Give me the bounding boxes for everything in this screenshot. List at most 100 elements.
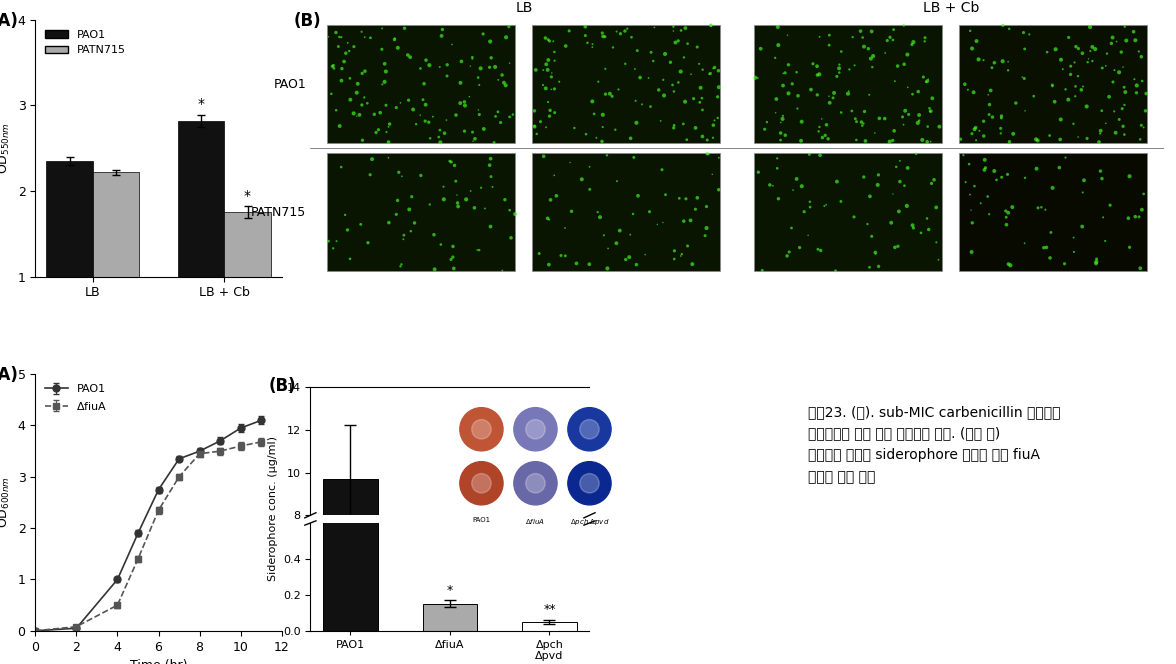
Point: [793, 181, 811, 191]
Point: [470, 110, 489, 120]
Point: [534, 151, 553, 161]
Point: [961, 25, 980, 36]
Point: [960, 159, 978, 169]
Point: [420, 199, 439, 210]
Point: [996, 206, 1015, 216]
Point: [420, 60, 439, 70]
Point: [1015, 44, 1034, 54]
Point: [463, 52, 482, 62]
Point: [898, 163, 917, 173]
Point: [900, 109, 918, 120]
Point: [915, 36, 934, 46]
Point: [800, 149, 818, 159]
Point: [536, 122, 555, 133]
Point: [541, 195, 560, 205]
Point: [862, 26, 881, 37]
Point: [1074, 81, 1093, 92]
Point: [527, 64, 546, 75]
Point: [693, 93, 711, 104]
Point: [813, 114, 831, 124]
Point: [1103, 76, 1122, 87]
Text: Siderophore conc. (μg/ml): Siderophore conc. (μg/ml): [268, 436, 278, 582]
Point: [843, 32, 862, 42]
Point: [430, 62, 449, 72]
Point: [387, 209, 406, 220]
Point: [870, 113, 889, 124]
Point: [869, 169, 888, 180]
Point: [895, 181, 914, 191]
Point: [616, 254, 635, 265]
Point: [1105, 65, 1124, 76]
Point: [399, 95, 417, 106]
Point: [1127, 88, 1145, 98]
Point: [341, 73, 360, 84]
Point: [609, 84, 628, 95]
Point: [1043, 183, 1062, 193]
Point: [664, 26, 683, 37]
Point: [769, 193, 788, 204]
Point: [655, 90, 674, 101]
Point: [1037, 47, 1056, 58]
Point: [1000, 23, 1018, 34]
Point: [991, 128, 1010, 139]
Point: [330, 32, 349, 42]
Point: [455, 96, 474, 107]
Point: [670, 193, 689, 204]
Point: [774, 68, 793, 79]
Point: [985, 58, 1004, 68]
Point: [576, 31, 595, 41]
Point: [674, 119, 693, 129]
Point: [975, 165, 994, 175]
Point: [954, 150, 973, 161]
Point: [1073, 84, 1091, 95]
Point: [339, 38, 358, 48]
Point: [402, 191, 421, 202]
Point: [355, 32, 374, 42]
Point: [816, 130, 835, 141]
Point: [913, 135, 931, 145]
Point: [468, 245, 487, 256]
Point: [847, 135, 866, 145]
Point: [1051, 54, 1070, 65]
Point: [787, 67, 806, 78]
Point: [352, 219, 370, 230]
Point: [327, 105, 346, 116]
Point: [1041, 130, 1060, 141]
Point: [1041, 252, 1060, 263]
Point: [347, 88, 366, 98]
Point: [703, 63, 722, 74]
Point: [1125, 35, 1144, 46]
Point: [853, 117, 871, 127]
Point: [365, 109, 383, 120]
Point: [495, 195, 514, 205]
Point: [594, 110, 613, 120]
Point: [524, 106, 543, 116]
Point: [1125, 211, 1144, 222]
Point: [1102, 38, 1121, 48]
Point: [488, 106, 507, 117]
Point: [799, 230, 817, 240]
Point: [970, 125, 989, 136]
Point: [777, 250, 796, 261]
Point: [442, 39, 461, 50]
Point: [532, 116, 550, 127]
Bar: [323, 0, 377, 631]
Point: [610, 225, 629, 236]
Point: [1090, 128, 1109, 139]
Point: [540, 214, 559, 225]
Point: [696, 230, 715, 241]
Point: [700, 69, 719, 80]
Point: [922, 178, 941, 189]
Point: [612, 29, 630, 39]
Point: [432, 239, 450, 250]
Point: [489, 74, 508, 85]
Point: [643, 56, 662, 66]
Point: [1077, 101, 1096, 112]
Point: [496, 32, 515, 42]
Point: [1024, 91, 1043, 102]
Point: [536, 83, 555, 94]
Point: [1029, 203, 1048, 213]
Point: [862, 53, 881, 64]
Point: [1107, 127, 1125, 138]
Point: [1116, 87, 1135, 98]
